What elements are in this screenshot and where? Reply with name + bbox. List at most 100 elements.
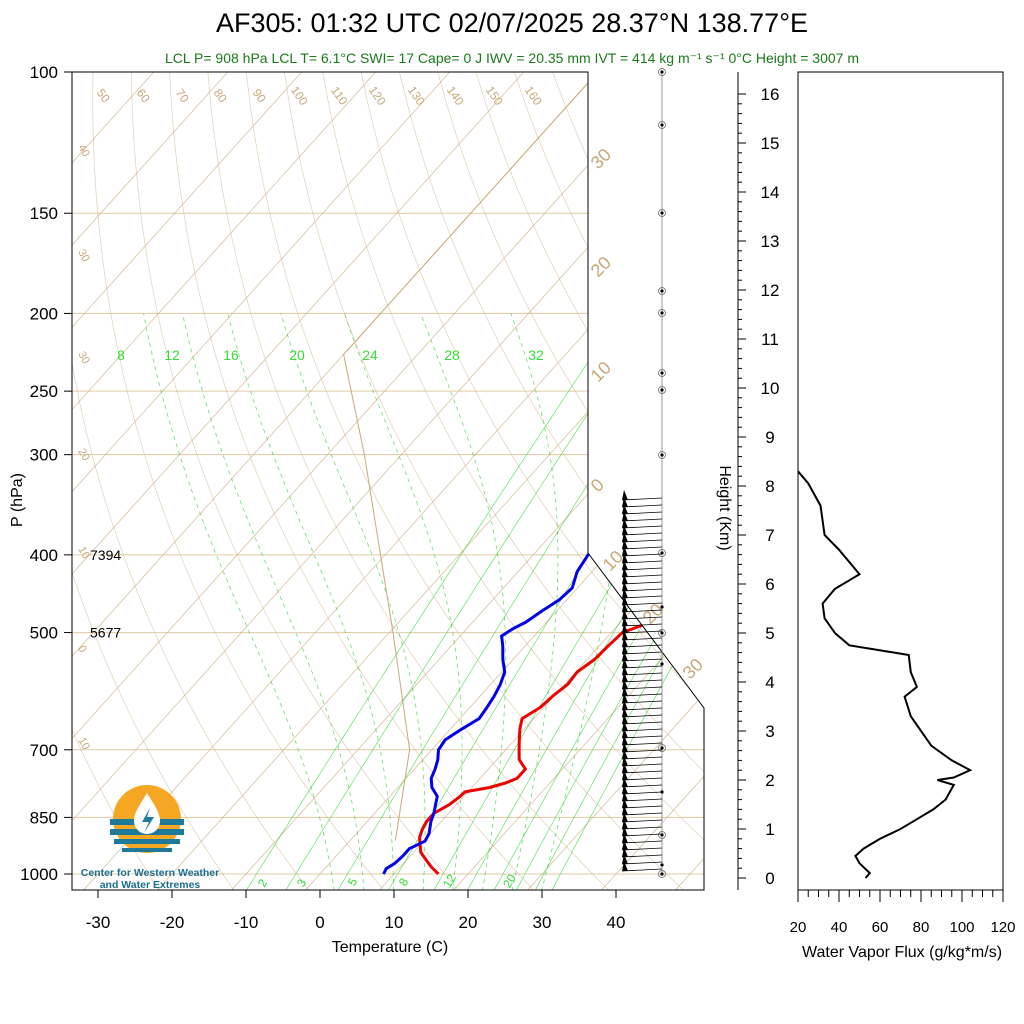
- chart-title: AF305: 01:32 UTC 02/07/2025 28.37°N 138.…: [216, 8, 808, 38]
- wind-barb-flag: [622, 826, 628, 836]
- wind-barb: [621, 693, 663, 697]
- isotherm-label-left: 10: [75, 545, 92, 562]
- adiabat-label: 70: [173, 86, 192, 105]
- dewpoint-line: [382, 498, 632, 875]
- barb-dot: [660, 211, 664, 215]
- flux-profile-line: [798, 470, 973, 879]
- wind-barb: [621, 525, 663, 529]
- height-tick-label: 14: [761, 183, 780, 202]
- dry-adiabat-440: [706, 72, 1024, 891]
- wind-barb: [621, 630, 663, 634]
- barb-calm-marker: [658, 386, 666, 394]
- parcel-line: [343, 72, 599, 841]
- logo-graphic: [110, 785, 184, 853]
- wind-barb: [621, 868, 663, 872]
- height-tick-label: 4: [765, 673, 774, 692]
- height-tick-label: 5: [765, 624, 774, 643]
- barb-dot: [660, 662, 664, 666]
- wind-barb-flag: [622, 707, 628, 717]
- height-tick-label: 11: [761, 330, 779, 349]
- wind-barb: [621, 574, 663, 578]
- adiabat-label: 120: [366, 83, 389, 108]
- wind-barb: [621, 749, 663, 753]
- wind-barb: [621, 532, 663, 536]
- wind-barb: [621, 511, 663, 515]
- mixing-ratio-label-top: 32: [528, 347, 544, 363]
- dry-adiabat-340: [322, 72, 704, 890]
- wind-barb: [621, 679, 663, 683]
- isotherm-label-left: 30: [75, 248, 92, 265]
- barb-calm-marker: [658, 744, 666, 752]
- wind-barb-flag: [622, 490, 628, 500]
- wind-barb: [621, 707, 663, 711]
- moist-adiabat-28: [510, 313, 559, 890]
- wind-barb: [621, 651, 663, 655]
- adiabat-label: 100: [288, 83, 311, 108]
- wind-barb: [621, 784, 663, 788]
- wind-barb: [621, 735, 663, 739]
- wind-barb-flag: [622, 735, 628, 745]
- y-tick-label: 100: [30, 63, 58, 82]
- dry-adiabat-370: [437, 72, 704, 890]
- dry-adiabat-330: [284, 72, 704, 890]
- y-tick-label: 500: [30, 624, 58, 643]
- wind-barb: [621, 763, 663, 767]
- barb-dot: [660, 863, 664, 867]
- wind-barb-flag: [622, 749, 628, 759]
- wind-barb: [621, 518, 663, 522]
- wind-barb: [621, 777, 663, 781]
- wind-barb-flag: [622, 791, 628, 801]
- barb-calm-marker: [658, 287, 666, 295]
- mixing-ratio-label-bottom: 12: [440, 871, 459, 890]
- height-tick-label: 13: [761, 232, 780, 251]
- isotherm-label-left: 0: [75, 644, 88, 655]
- wind-barb-flag: [622, 805, 628, 815]
- wind-barb-flag: [622, 525, 628, 535]
- y-tick-label: 850: [30, 808, 58, 827]
- wind-barb: [621, 539, 663, 543]
- wind-barb: [621, 854, 663, 858]
- y-tick-label: 200: [30, 304, 58, 323]
- wind-barb-flag: [622, 644, 628, 654]
- x-tick-label: -10: [234, 913, 259, 932]
- wind-barb-flag: [622, 532, 628, 542]
- height-tick-label: 6: [765, 575, 774, 594]
- wind-barb: [621, 595, 663, 599]
- x-tick-label: 0: [315, 913, 324, 932]
- wind-barb: [621, 553, 663, 557]
- y-tick-label: 150: [30, 204, 58, 223]
- adiabat-label: 140: [444, 83, 467, 108]
- wind-barb-flag: [622, 609, 628, 619]
- wind-barb-flag: [622, 637, 628, 647]
- wind-barb: [621, 497, 663, 501]
- barb-dot: [660, 872, 664, 876]
- flux-tick-label: 100: [949, 919, 974, 936]
- height-annotation: 7394: [90, 547, 121, 563]
- barb-calm-marker: [658, 831, 666, 839]
- wind-barb-flag: [622, 658, 628, 668]
- barb-calm-marker: [658, 309, 666, 317]
- barb-dot: [660, 289, 664, 293]
- wind-barb: [621, 700, 663, 704]
- flux-tick-label: 60: [872, 919, 889, 936]
- mixing-ratio-label-top: 24: [362, 347, 378, 363]
- flux-tick-label: 120: [990, 919, 1015, 936]
- wind-barb-flag: [622, 497, 628, 507]
- wind-barb-flag: [622, 812, 628, 822]
- wind-barb: [621, 665, 663, 669]
- wind-barb-flag: [622, 616, 628, 626]
- height-tick-label: 15: [761, 134, 780, 153]
- x-tick-label: -30: [86, 913, 111, 932]
- wind-barb-flag: [622, 854, 628, 864]
- adiabat-label: 50: [94, 86, 113, 105]
- logo-text-line2: and Water Extremes: [99, 879, 201, 891]
- mixing-ratio-label-bottom: 20: [500, 871, 519, 890]
- height-tick-label: 8: [765, 477, 774, 496]
- isotherm-label-right: 0: [587, 475, 608, 496]
- wind-barb-flag: [622, 665, 628, 675]
- wind-barb: [621, 609, 663, 613]
- skewt-background-lines: [72, 72, 1024, 891]
